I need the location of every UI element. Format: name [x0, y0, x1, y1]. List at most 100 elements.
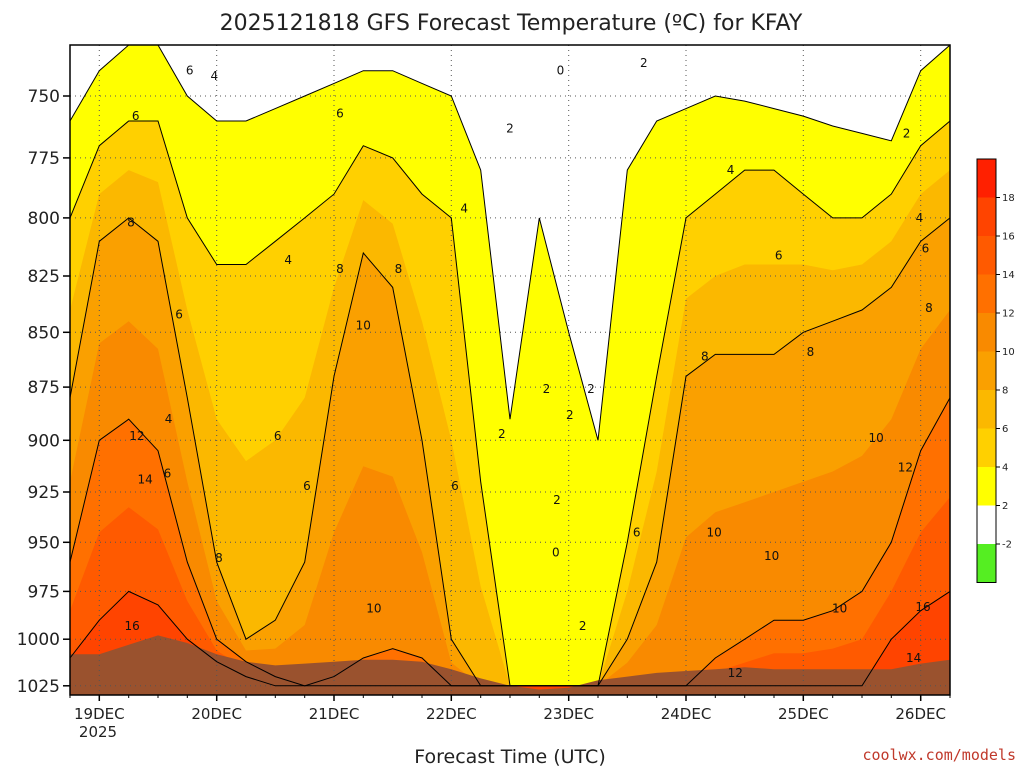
x-tick-label-19DEC: 19DEC — [74, 705, 125, 723]
contour-label-41: 10 — [764, 549, 779, 563]
colorbar-frame — [976, 158, 997, 583]
contour-label-43: 12 — [898, 460, 913, 474]
contour-label-19: 0 — [557, 64, 565, 78]
contour-label-42: 10 — [868, 431, 883, 445]
contour-label-47: 14 — [906, 651, 921, 665]
contour-label-40: 10 — [707, 525, 722, 539]
y-tick-label-1000: 1000 — [17, 630, 60, 650]
colorbar-swatch-4 — [977, 428, 996, 467]
contour-label-0: 6 — [186, 64, 194, 78]
contour-label-46: 12 — [728, 666, 743, 680]
chart-title: 2025121818 GFS Forecast Temperature (ºC)… — [220, 11, 803, 36]
x-axis: 19DEC 20DEC 21DEC 22DEC 23DEC 24DEC 25DEC 26DEC — [69, 695, 951, 723]
contour-label-9: 6 — [175, 308, 183, 322]
contour-lines — [69, 44, 951, 687]
y-tick-label-975: 975 — [28, 582, 60, 602]
contour-label-26: 0 — [552, 545, 560, 559]
contour-label-25: 2 — [553, 493, 561, 507]
colorbar-swatch-18 — [977, 159, 996, 198]
y-tick-label-1025: 1025 — [17, 677, 60, 697]
contour-label-1: 4 — [210, 69, 218, 83]
contour-label-45: 16 — [915, 600, 930, 614]
x-tick-label-22DEC: 22DEC — [426, 705, 477, 723]
contour-label-23: 2 — [566, 408, 574, 422]
contour-label-34: 4 — [727, 163, 735, 177]
colorbar-swatch-14 — [977, 236, 996, 275]
colorbar-swatch-10 — [977, 313, 996, 352]
x-tick-label-21DEC: 21DEC — [309, 705, 360, 723]
y-tick-label-825: 825 — [28, 267, 60, 287]
contour-label-21: 2 — [587, 382, 595, 396]
contour-label-20: 2 — [640, 56, 648, 70]
colorbar-swatch--2 — [977, 505, 996, 544]
x-tick-label-26DEC: 26DEC — [895, 705, 946, 723]
colorbar-tick-label: 6 — [1002, 424, 1008, 435]
y-tick-label-775: 775 — [28, 149, 60, 169]
y-tick-label-950: 950 — [28, 533, 60, 553]
contour-label-17: 6 — [451, 479, 459, 493]
contour-label-33: 8 — [807, 345, 815, 359]
contour-label-22: 2 — [543, 382, 551, 396]
x-tick-label-24DEC: 24DEC — [661, 705, 712, 723]
colorbar-tick-label: -2 — [1002, 540, 1012, 551]
ground-terrain — [70, 635, 950, 695]
x-tick-year: 2025 — [79, 723, 117, 741]
colorbar-swatch--4 — [977, 544, 996, 583]
contour-2 — [69, 44, 951, 441]
contour-label-15: 14 — [137, 473, 152, 487]
band-fill-14 — [70, 497, 950, 686]
colorbar-swatch-16 — [977, 197, 996, 236]
contour-label-3: 6 — [336, 107, 344, 121]
contour-label-27: 6 — [633, 525, 641, 539]
contour-label-32: 8 — [701, 350, 709, 364]
colorbar-swatch-8 — [977, 351, 996, 390]
colorbar-swatch-2 — [977, 467, 996, 506]
colorbar-tick-label: 16 — [1002, 232, 1015, 243]
colorbar-tick-label: 18 — [1002, 193, 1015, 204]
contour-label-36: 2 — [903, 126, 911, 140]
contour-label-44: 10 — [832, 602, 847, 616]
colorbar-swatch-12 — [977, 274, 996, 313]
y-tick-label-750: 750 — [28, 87, 60, 107]
x-tick-label-20DEC: 20DEC — [191, 705, 242, 723]
contour-label-31: 16 — [125, 619, 140, 633]
contour-label-4: 8 — [127, 216, 135, 230]
colorbar-tick-label: 12 — [1002, 309, 1015, 320]
contour-label-14: 6 — [164, 467, 172, 481]
plot-area — [70, 45, 950, 695]
x-tick-label-23DEC: 23DEC — [543, 705, 594, 723]
colorbar-tick-label: 8 — [1002, 386, 1008, 397]
y-tick-label-850: 850 — [28, 323, 60, 343]
contour-label-35: 6 — [775, 248, 783, 262]
colorbar: 18 16 14 12 10 8 6 4 2 -2 — [976, 158, 1015, 583]
contour-4 — [69, 120, 951, 687]
contour-label-37: 4 — [916, 211, 924, 225]
contour-label-5: 4 — [284, 253, 292, 267]
y-tick-label-875: 875 — [28, 378, 60, 398]
colorbar-swatch-6 — [977, 390, 996, 429]
contour-label-8: 4 — [460, 201, 468, 215]
contour-label-30: 10 — [366, 602, 381, 616]
colorbar-tick-label: 4 — [1002, 463, 1008, 474]
contour-label-24: 2 — [498, 427, 506, 441]
contour-label-18: 2 — [506, 122, 514, 136]
y-axis: 750 775 800 825 850 875 900 925 950 975 1000 1025 — [17, 87, 70, 697]
x-axis-label: Forecast Time (UTC) — [414, 746, 605, 768]
colorbar-tick-label: 10 — [1002, 347, 1015, 358]
y-tick-label-900: 900 — [28, 431, 60, 451]
x-tick-label-25DEC: 25DEC — [778, 705, 829, 723]
contour-label-39: 8 — [925, 301, 933, 315]
band-fill-6 — [70, 170, 950, 686]
y-tick-label-925: 925 — [28, 483, 60, 503]
watermark: coolwx.com/models — [862, 746, 1016, 764]
colorbar-tick-label: 14 — [1002, 270, 1015, 281]
contour-label-16: 6 — [303, 479, 311, 493]
y-tick-label-800: 800 — [28, 209, 60, 229]
contour-label-6: 8 — [336, 262, 344, 276]
contour-label-28: 2 — [579, 619, 587, 633]
contour-label-12: 12 — [129, 429, 144, 443]
contour-label-13: 6 — [274, 429, 282, 443]
contour-label-10: 10 — [356, 319, 371, 333]
